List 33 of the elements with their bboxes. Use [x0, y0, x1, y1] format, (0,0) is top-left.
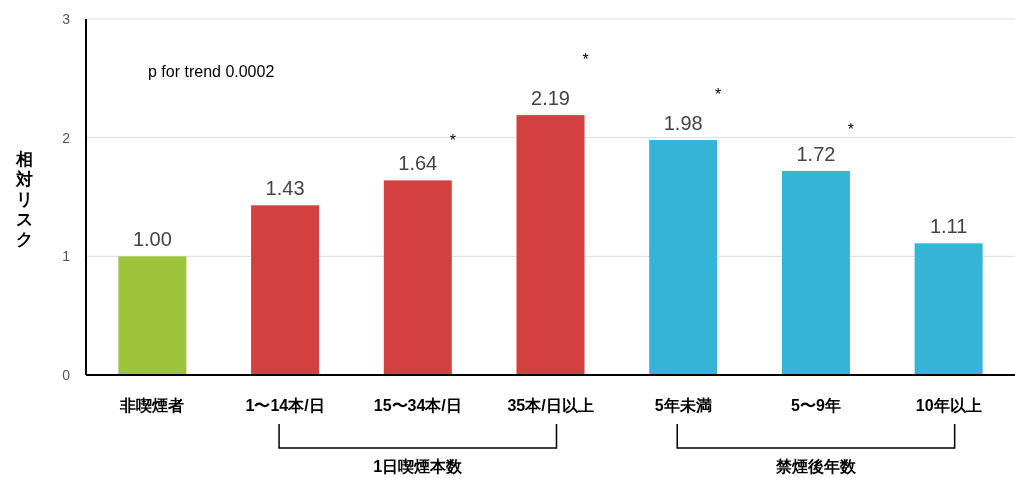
data-label: 2.19 [531, 87, 570, 110]
x-tick-label: 5年未満 [654, 397, 712, 414]
annotation: * [715, 86, 722, 104]
x-tick-label: 15〜34本/日 [373, 397, 462, 414]
text: 禁煙後年数 [774, 458, 857, 475]
y-tick-label: 3 [62, 11, 71, 27]
bar [251, 205, 320, 375]
y-tick-label: 0 [62, 367, 71, 383]
annotation: * [582, 51, 589, 69]
x-tick-label: 10年以上 [915, 397, 982, 414]
bar [781, 170, 850, 375]
bar [383, 180, 452, 375]
x-tick-label: 非喫煙者 [119, 397, 185, 414]
data-label: 1.43 [265, 177, 305, 200]
data-label: 1.98 [663, 112, 703, 135]
x-tick-label: 5〜9年 [791, 397, 841, 414]
x-tick-label: 35本/日以上 [507, 397, 594, 414]
data-label: 1.00 [132, 228, 172, 251]
annotation: * [847, 120, 855, 138]
y-axis-title: 相対リスク [14, 150, 33, 249]
data-label: 1.72 [796, 142, 836, 165]
bar [914, 243, 983, 375]
bar [516, 115, 585, 375]
text: 1日喫煙本数 [373, 458, 464, 475]
data-label: 1.64 [398, 152, 438, 175]
y-tick-label: 2 [62, 129, 71, 146]
data-label: 1.11 [929, 215, 968, 238]
annotation: p for trend 0.0002 [148, 63, 275, 80]
bar [118, 256, 187, 375]
y-tick-label: 1 [62, 248, 71, 265]
x-tick-label: 1〜14本/日 [245, 397, 325, 414]
annotation: * [449, 132, 456, 150]
bar [649, 140, 718, 375]
